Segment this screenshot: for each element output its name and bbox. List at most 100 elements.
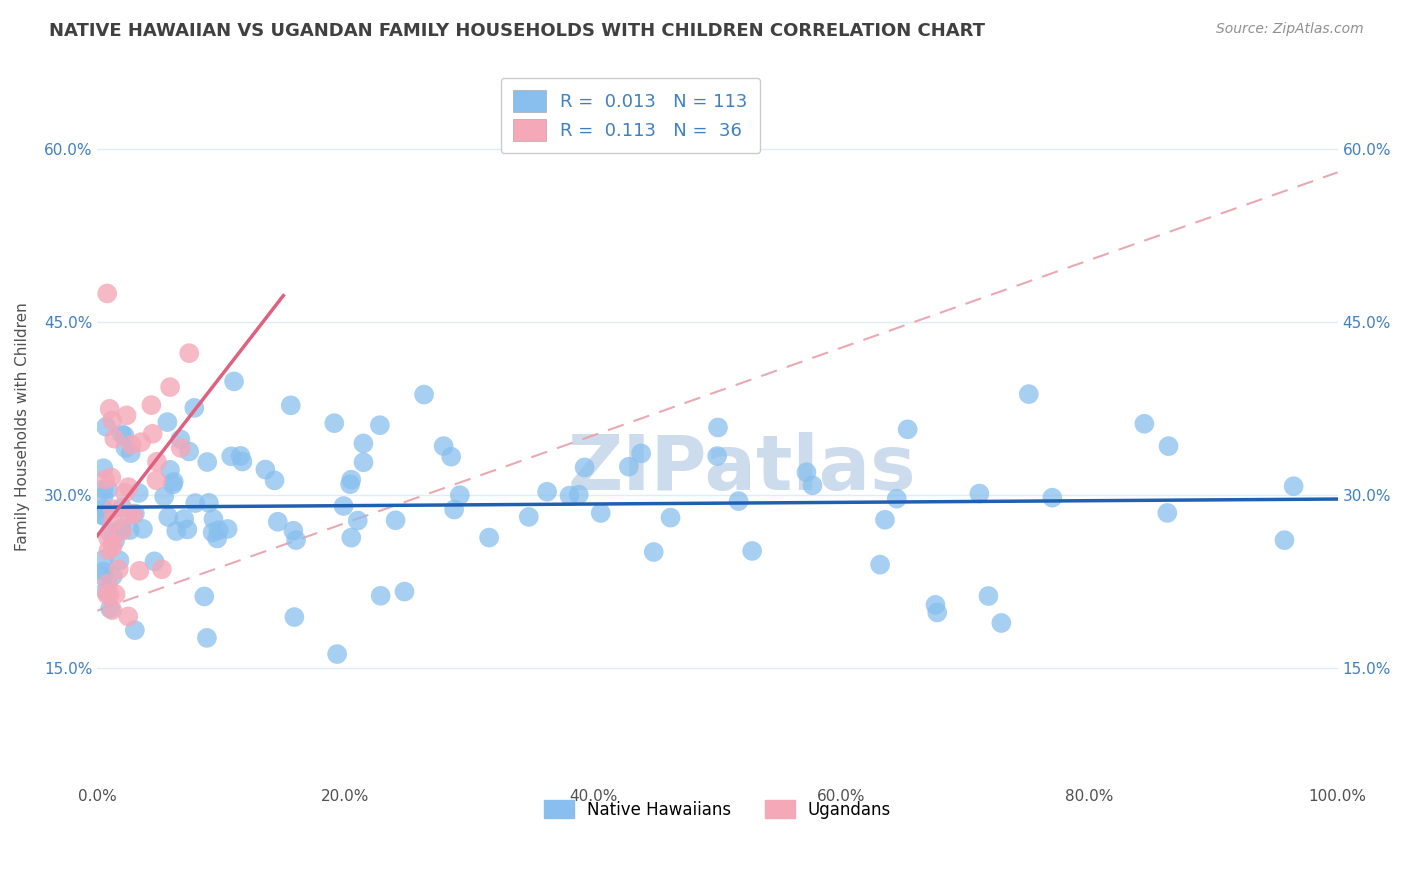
- Y-axis label: Family Households with Children: Family Households with Children: [15, 301, 30, 550]
- Point: [156, 415, 179, 429]
- Point: [193, 590, 215, 604]
- Point: [128, 486, 150, 500]
- Point: [977, 589, 1000, 603]
- Point: [129, 435, 152, 450]
- Point: [111, 427, 134, 442]
- Point: [98, 525, 121, 540]
- Point: [1157, 439, 1180, 453]
- Point: [340, 531, 363, 545]
- Point: [574, 460, 596, 475]
- Point: [101, 502, 124, 516]
- Point: [208, 523, 231, 537]
- Point: [101, 540, 124, 554]
- Point: [222, 375, 245, 389]
- Point: [346, 514, 368, 528]
- Point: [101, 514, 124, 528]
- Point: [141, 398, 163, 412]
- Point: [990, 615, 1012, 630]
- Text: NATIVE HAWAIIAN VS UGANDAN FAMILY HOUSEHOLDS WITH CHILDREN CORRELATION CHART: NATIVE HAWAIIAN VS UGANDAN FAMILY HOUSEH…: [49, 22, 986, 40]
- Point: [114, 428, 136, 442]
- Point: [198, 496, 221, 510]
- Point: [283, 524, 305, 538]
- Point: [195, 631, 218, 645]
- Point: [117, 480, 139, 494]
- Point: [94, 473, 117, 487]
- Point: [323, 416, 346, 430]
- Point: [706, 449, 728, 463]
- Point: [384, 513, 406, 527]
- Point: [98, 401, 121, 416]
- Point: [107, 562, 129, 576]
- Point: [727, 494, 749, 508]
- Point: [145, 473, 167, 487]
- Point: [478, 531, 501, 545]
- Point: [100, 470, 122, 484]
- Point: [98, 601, 121, 615]
- Point: [184, 496, 207, 510]
- Point: [143, 554, 166, 568]
- Point: [179, 444, 201, 458]
- Point: [104, 533, 127, 548]
- Point: [169, 433, 191, 447]
- Point: [368, 418, 391, 433]
- Point: [267, 515, 290, 529]
- Point: [93, 483, 115, 497]
- Point: [352, 436, 374, 450]
- Point: [142, 426, 165, 441]
- Point: [869, 558, 891, 572]
- Point: [741, 544, 763, 558]
- Point: [93, 508, 115, 523]
- Point: [558, 489, 581, 503]
- Point: [183, 401, 205, 415]
- Point: [217, 522, 239, 536]
- Point: [873, 513, 896, 527]
- Point: [205, 532, 228, 546]
- Point: [114, 485, 136, 500]
- Point: [118, 523, 141, 537]
- Point: [111, 524, 134, 538]
- Point: [94, 583, 117, 598]
- Point: [93, 508, 115, 523]
- Point: [118, 507, 141, 521]
- Point: [927, 606, 949, 620]
- Point: [796, 465, 818, 479]
- Point: [115, 409, 138, 423]
- Point: [630, 446, 652, 460]
- Point: [104, 587, 127, 601]
- Point: [440, 450, 463, 464]
- Point: [103, 432, 125, 446]
- Point: [97, 482, 120, 496]
- Point: [117, 609, 139, 624]
- Point: [1133, 417, 1156, 431]
- Point: [120, 446, 142, 460]
- Point: [93, 569, 115, 583]
- Point: [443, 502, 465, 516]
- Point: [339, 477, 361, 491]
- Point: [128, 564, 150, 578]
- Point: [93, 552, 115, 566]
- Point: [97, 576, 120, 591]
- Point: [449, 488, 471, 502]
- Point: [219, 450, 242, 464]
- Point: [162, 477, 184, 491]
- Point: [201, 525, 224, 540]
- Point: [159, 380, 181, 394]
- Point: [170, 441, 193, 455]
- Point: [1018, 387, 1040, 401]
- Point: [93, 461, 115, 475]
- Point: [413, 387, 436, 401]
- Point: [969, 486, 991, 500]
- Point: [101, 413, 124, 427]
- Point: [229, 449, 252, 463]
- Point: [179, 346, 201, 360]
- Point: [332, 499, 354, 513]
- Point: [536, 484, 558, 499]
- Point: [101, 569, 124, 583]
- Text: Source: ZipAtlas.com: Source: ZipAtlas.com: [1216, 22, 1364, 37]
- Point: [176, 523, 198, 537]
- Point: [93, 490, 115, 504]
- Point: [124, 507, 146, 521]
- Point: [101, 535, 124, 549]
- Point: [1040, 491, 1063, 505]
- Point: [617, 459, 640, 474]
